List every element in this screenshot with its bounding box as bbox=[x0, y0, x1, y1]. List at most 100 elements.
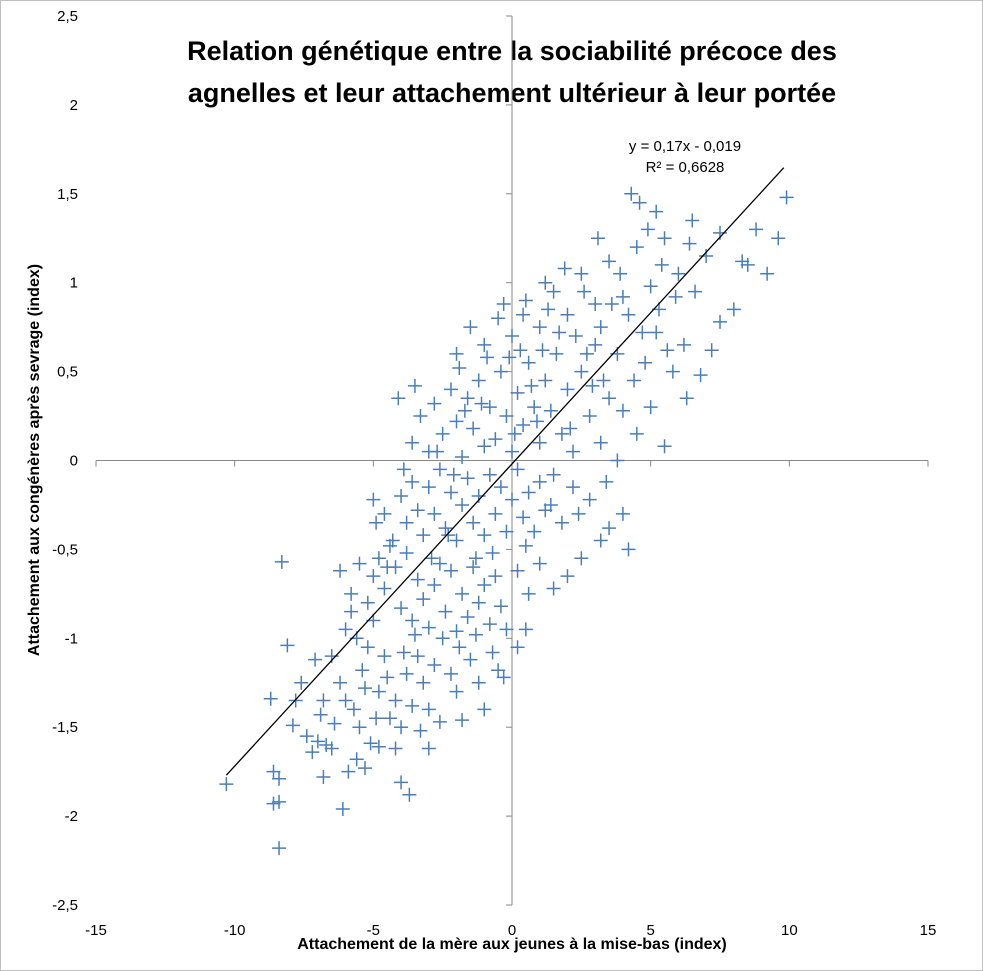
data-point bbox=[477, 337, 492, 352]
data-point bbox=[593, 320, 608, 335]
data-point bbox=[358, 681, 373, 696]
data-point bbox=[571, 506, 586, 521]
data-point bbox=[532, 320, 547, 335]
data-point bbox=[574, 266, 589, 281]
data-point bbox=[713, 314, 727, 329]
data-point bbox=[629, 240, 644, 255]
data-point bbox=[421, 702, 436, 717]
data-point bbox=[452, 361, 467, 376]
data-point bbox=[455, 497, 470, 512]
data-point bbox=[688, 284, 703, 299]
data-point bbox=[410, 649, 425, 664]
data-point bbox=[382, 711, 397, 726]
data-point bbox=[685, 213, 700, 228]
data-point bbox=[488, 432, 503, 447]
data-point bbox=[377, 581, 392, 596]
x-tick-label: 15 bbox=[920, 922, 937, 939]
data-point bbox=[427, 657, 442, 672]
data-point bbox=[405, 613, 420, 628]
data-point bbox=[638, 355, 653, 370]
data-point bbox=[272, 841, 287, 856]
data-point bbox=[482, 400, 497, 415]
data-point bbox=[615, 506, 630, 521]
data-point bbox=[518, 538, 533, 553]
data-point bbox=[643, 400, 658, 415]
x-tick-label: -5 bbox=[367, 922, 380, 939]
data-point bbox=[518, 293, 533, 308]
data-point bbox=[468, 627, 483, 642]
data-point bbox=[344, 604, 359, 619]
data-point bbox=[477, 702, 492, 717]
data-point bbox=[502, 350, 517, 365]
data-point bbox=[549, 346, 564, 361]
data-point bbox=[377, 506, 392, 521]
data-point bbox=[424, 551, 439, 566]
data-point bbox=[543, 403, 558, 418]
data-point bbox=[510, 462, 525, 477]
data-point bbox=[466, 421, 481, 436]
data-point bbox=[468, 551, 483, 566]
data-point bbox=[399, 545, 414, 560]
data-point bbox=[554, 426, 569, 441]
data-point bbox=[574, 551, 589, 566]
data-point bbox=[735, 254, 750, 269]
data-point bbox=[621, 542, 636, 557]
data-point bbox=[488, 569, 503, 584]
data-point bbox=[602, 254, 617, 269]
data-point bbox=[385, 533, 400, 548]
data-point bbox=[649, 204, 664, 219]
data-point bbox=[532, 435, 547, 450]
data-point bbox=[463, 652, 478, 667]
data-point bbox=[493, 364, 508, 379]
data-point bbox=[613, 266, 628, 281]
data-point bbox=[338, 622, 353, 637]
data-point bbox=[538, 275, 553, 290]
data-point bbox=[355, 663, 370, 678]
data-point bbox=[610, 453, 625, 468]
data-point bbox=[413, 723, 428, 738]
data-point bbox=[366, 569, 381, 584]
data-point bbox=[394, 489, 409, 504]
data-point bbox=[474, 396, 489, 411]
data-point bbox=[635, 325, 650, 340]
data-point bbox=[546, 467, 561, 482]
y-axis-title: Attachement aux congénères après sevrage… bbox=[26, 263, 43, 657]
data-point bbox=[443, 563, 458, 578]
data-point bbox=[510, 563, 525, 578]
x-tick-label: -15 bbox=[85, 922, 107, 939]
data-point bbox=[505, 329, 519, 344]
data-point bbox=[771, 231, 786, 246]
data-point bbox=[699, 249, 714, 264]
data-point bbox=[524, 378, 539, 393]
data-point bbox=[516, 417, 531, 432]
data-point bbox=[640, 222, 655, 237]
data-point bbox=[477, 577, 492, 592]
data-point bbox=[477, 439, 492, 454]
data-point bbox=[629, 426, 644, 441]
data-point bbox=[369, 515, 384, 530]
data-point bbox=[560, 307, 575, 322]
data-point bbox=[294, 675, 309, 690]
data-point bbox=[518, 622, 533, 637]
data-point bbox=[510, 385, 525, 400]
data-point bbox=[380, 560, 395, 575]
data-point bbox=[477, 528, 492, 543]
data-point bbox=[624, 186, 639, 201]
data-point bbox=[435, 631, 450, 646]
data-point bbox=[391, 391, 406, 406]
data-point bbox=[266, 796, 281, 811]
data-point bbox=[341, 764, 356, 779]
data-point bbox=[574, 364, 589, 379]
data-point bbox=[427, 577, 442, 592]
data-point bbox=[505, 444, 519, 459]
data-point bbox=[313, 707, 328, 722]
data-point bbox=[421, 741, 436, 756]
data-point bbox=[588, 337, 603, 352]
data-point bbox=[649, 325, 664, 340]
data-point bbox=[582, 409, 597, 424]
y-tick-label: -1 bbox=[65, 630, 78, 647]
data-point bbox=[632, 195, 647, 210]
data-point bbox=[466, 560, 481, 575]
data-point bbox=[527, 400, 542, 415]
data-point bbox=[676, 337, 691, 352]
